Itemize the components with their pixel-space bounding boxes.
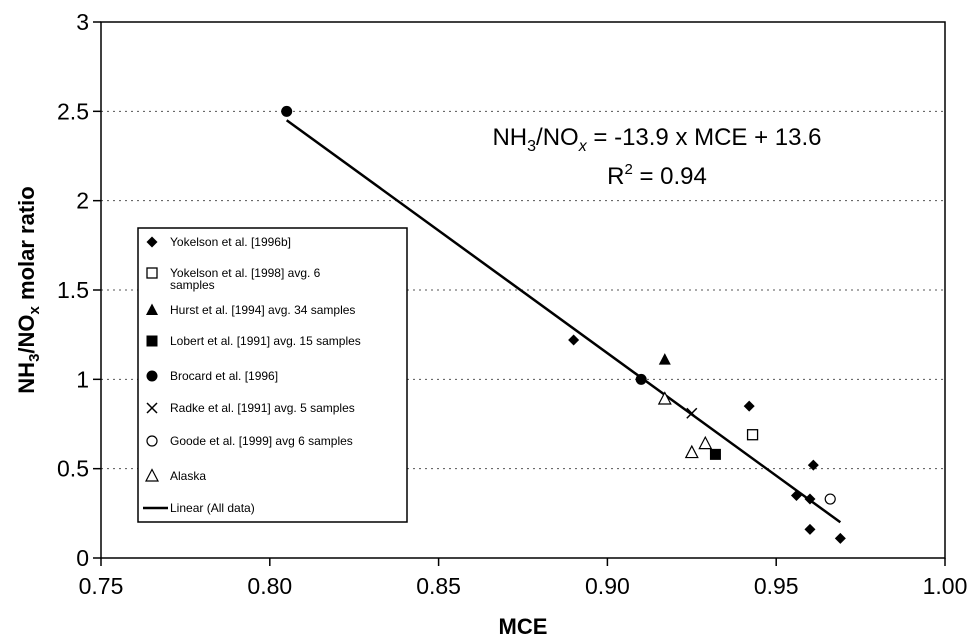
y-tick-label: 1 — [76, 366, 89, 392]
legend-label-line: Yokelson et al. [1998] avg. 6 — [170, 266, 321, 280]
data-point — [658, 353, 671, 365]
legend-label: Goode et al. [1999] avg 6 samples — [170, 434, 353, 448]
legend-swatch — [145, 468, 159, 482]
legend-label: Yokelson et al. [1996b] — [170, 235, 291, 249]
y-axis-title-subscript: x — [26, 305, 43, 314]
legend-swatch — [146, 236, 158, 248]
x-tick-label: 0.75 — [79, 573, 124, 599]
gridlines — [101, 110, 945, 470]
r-squared-part: R — [607, 163, 624, 190]
legend-label: Yokelson et al. [1998] avg. 6 samples — [170, 266, 321, 292]
equation-part: = -13.9 x MCE + 13.6 — [587, 124, 822, 151]
data-point — [709, 448, 721, 460]
axis-ticks: 0 0.5 1 1.5 2 2.5 3 0.75 0.80 0.85 0.90 0.95 1.00 — [57, 9, 967, 599]
equation-part: /NO — [536, 124, 579, 151]
y-axis-title-part: NH — [14, 362, 39, 394]
data-point — [568, 334, 580, 346]
legend-items: Yokelson et al. [1996b] Yokelson et al. [… — [143, 235, 361, 515]
y-tick-label: 2.5 — [57, 98, 89, 124]
x-tick-label: 0.95 — [754, 573, 799, 599]
y-tick-label: 1.5 — [57, 277, 89, 303]
legend-label: Brocard et al. [1996] — [170, 369, 278, 383]
legend-box — [137, 227, 408, 523]
legend-label: Radke et al. [1991] avg. 5 samples — [170, 401, 355, 415]
data-point — [824, 493, 836, 505]
data-point — [698, 435, 713, 450]
legend-swatch — [146, 435, 158, 447]
x-tick-label: 0.90 — [585, 573, 630, 599]
data-point — [804, 493, 816, 505]
equation-part: NH — [492, 124, 527, 151]
y-axis-title-subscript: 3 — [26, 354, 43, 362]
equation-subscript: 3 — [527, 138, 536, 155]
r-squared: R2 = 0.94 — [607, 161, 707, 190]
legend-label-line: samples — [170, 278, 215, 292]
data-point — [657, 391, 672, 405]
trendline-layer — [285, 119, 842, 524]
y-tick-label: 0 — [76, 545, 89, 571]
trendline — [285, 119, 842, 524]
legend-swatch — [146, 335, 158, 347]
y-tick-label: 0.5 — [57, 456, 89, 482]
x-marker-stroke — [146, 402, 158, 414]
legend-swatch — [146, 267, 158, 279]
data-point — [746, 429, 759, 441]
y-axis-title-part: /NO — [14, 314, 39, 353]
x-axis-title: MCE — [499, 614, 548, 639]
data-point — [686, 407, 698, 419]
legend-label: Alaska — [170, 469, 206, 483]
data-point — [684, 444, 699, 459]
legend-label: Lobert et al. [1991] avg. 15 samples — [170, 334, 361, 348]
y-axis-title-part: molar ratio — [14, 186, 39, 306]
x-tick-label: 1.00 — [923, 573, 968, 599]
x-marker-stroke — [686, 407, 698, 419]
x-tick-label: 0.85 — [416, 573, 461, 599]
data-point — [834, 532, 846, 544]
data-point — [281, 105, 293, 117]
r-squared-part: = 0.94 — [633, 163, 707, 190]
data-point — [790, 489, 802, 501]
y-axis-title: NH3/NOx molar ratio — [14, 186, 43, 393]
x-tick-label: 0.80 — [247, 573, 292, 599]
data-point — [804, 523, 816, 535]
data-points — [281, 105, 846, 544]
y-tick-label: 2 — [76, 188, 89, 214]
legend-swatch — [146, 303, 158, 315]
data-point — [635, 373, 647, 385]
legend-swatch — [146, 402, 158, 414]
legend-label: Linear (All data) — [170, 501, 255, 515]
data-point — [743, 400, 755, 412]
equation-subscript: x — [578, 138, 588, 155]
r-squared-superscript: 2 — [624, 161, 632, 178]
legend: Yokelson et al. [1996b] Yokelson et al. [… — [137, 227, 408, 523]
regression-equation: NH3/NOx = -13.9 x MCE + 13.6 — [492, 124, 821, 155]
data-point — [807, 459, 819, 471]
legend-label: Hurst et al. [1994] avg. 34 samples — [170, 303, 355, 317]
legend-swatch — [146, 370, 158, 382]
y-tick-label: 3 — [76, 9, 89, 35]
